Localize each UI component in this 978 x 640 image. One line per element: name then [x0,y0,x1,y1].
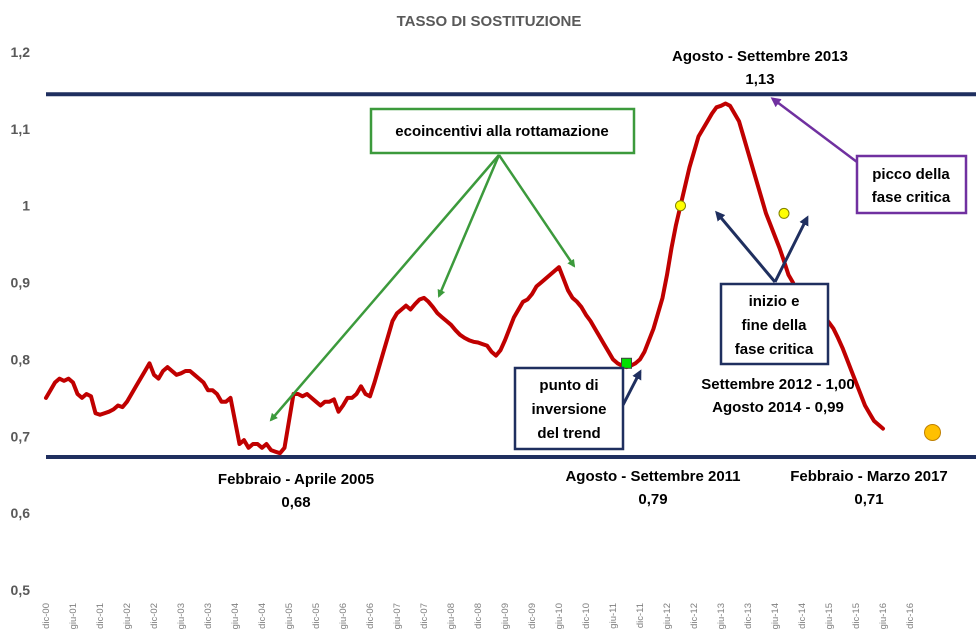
x-tick-label: giu-06 [338,603,349,629]
incentives-box-label: ecoincentivi alla rottamazione [395,123,608,140]
x-tick-label: giu-09 [500,603,511,629]
critical-phase-box: inizio e fine della fase critica [719,282,830,366]
peak-arrow-group [770,97,858,163]
x-tick-label: giu-12 [662,603,673,629]
y-tick-label: 1 [22,198,30,214]
incentive-arrows [269,154,576,422]
x-tick-label: giu-02 [122,603,133,629]
reference-lines [46,92,976,460]
inversion-arrow [621,369,642,406]
incentive-arrow-2007 [437,154,501,298]
critical-phase-box-line-3: fase critica [735,341,814,358]
y-tick-label: 1,1 [11,121,31,137]
x-tick-label: giu-03 [176,603,187,629]
inversion-box-line-2: inversione [531,401,606,418]
x-tick-label: dic-03 [203,603,214,629]
x-axis: dic-00 giu-01 dic-01 giu-02 dic-02 giu-03 dic-… [41,603,916,629]
y-axis: 0,5 0,6 0,7 0,8 0,9 1 1,1 1,2 [11,44,31,598]
y-tick-label: 1,2 [11,44,31,60]
x-tick-label: dic-16 [905,603,916,629]
inversion-box-line-3: del trend [537,425,600,442]
y-tick-label: 0,7 [11,428,31,444]
critical-phase-box-line-2: fine della [741,317,807,334]
x-tick-label: giu-13 [716,603,727,629]
x-tick-label: dic-01 [95,603,106,629]
peak-box: picco della fase critica [855,154,968,215]
x-tick-label: dic-14 [797,603,808,629]
incentive-arrow-2010 [497,154,576,268]
x-tick-label: dic-10 [581,603,592,629]
x-tick-label: dic-11 [635,603,646,628]
x-tick-label: giu-14 [770,603,781,629]
annotation-ago-set-2013: Agosto - Settembre 2013 [672,48,848,65]
series-line [44,101,885,456]
y-tick-label: 0,6 [11,505,31,521]
x-tick-label: dic-05 [311,603,322,629]
annotation-feb-mar-2017-value: 0,71 [854,491,883,508]
critical-phase-marker [778,207,790,219]
x-tick-label: dic-15 [851,603,862,629]
annotation-ago-set-2013-value: 1,13 [745,71,774,88]
annotation-critical-end: Agosto 2014 - 0,99 [712,399,844,416]
critical-end-arrow [773,215,809,283]
x-tick-label: dic-09 [527,603,538,629]
incentives-box: ecoincentivi alla rottamazione [369,107,636,155]
y-tick-label: 0,8 [11,351,31,367]
inversion-marker [621,357,632,369]
critical-start-arrow [715,210,777,283]
annotation-ago-set-2011: Agosto - Settembre 2011 [565,468,740,485]
annotation-feb-mar-2017: Febbraio - Marzo 2017 [790,468,948,485]
x-tick-label: dic-12 [689,603,700,629]
annotation-feb-apr-2005-value: 0,68 [281,494,310,511]
annotation-ago-set-2011-value: 0,79 [638,491,667,508]
critical-phase-marker [675,200,686,212]
y-tick-label: 0,9 [11,275,31,291]
x-tick-label: dic-13 [743,603,754,629]
x-tick-label: giu-07 [392,603,403,629]
annotation-critical-start: Settembre 2012 - 1,00 [701,376,854,393]
x-tick-label: giu-16 [878,603,889,629]
x-tick-label: giu-08 [446,603,457,629]
x-tick-label: giu-10 [554,603,565,629]
x-tick-label: dic-07 [419,603,430,629]
annotations: Febbraio - Aprile 2005 0,68 Agosto - Set… [218,48,948,511]
annotation-feb-apr-2005: Febbraio - Aprile 2005 [218,471,374,488]
x-tick-label: giu-15 [824,603,835,629]
peak-box-line-2: fase critica [872,189,951,206]
x-tick-label: dic-04 [257,603,268,629]
x-tick-label: dic-02 [149,603,160,629]
x-tick-label: dic-00 [41,603,52,629]
x-tick-label: giu-11 [608,603,619,629]
critical-phase-box-line-1: inizio e [749,293,800,310]
navy-arrows [621,210,809,406]
x-tick-label: dic-06 [365,603,376,629]
x-tick-label: dic-08 [473,603,484,629]
peak-box-line-1: picco della [872,166,950,183]
inversion-box-line-1: punto di [539,377,598,394]
inversion-box: punto di inversione del trend [513,366,625,451]
markers [621,200,941,441]
latest-value-marker [924,423,941,441]
y-tick-label: 0,5 [11,582,31,598]
incentive-arrow-2005 [269,154,500,422]
x-tick-label: giu-05 [284,603,295,629]
x-tick-label: giu-01 [68,603,79,629]
peak-arrow [770,97,858,163]
x-tick-label: giu-04 [230,603,241,629]
chart-title: TASSO DI SOSTITUZIONE [397,13,582,30]
